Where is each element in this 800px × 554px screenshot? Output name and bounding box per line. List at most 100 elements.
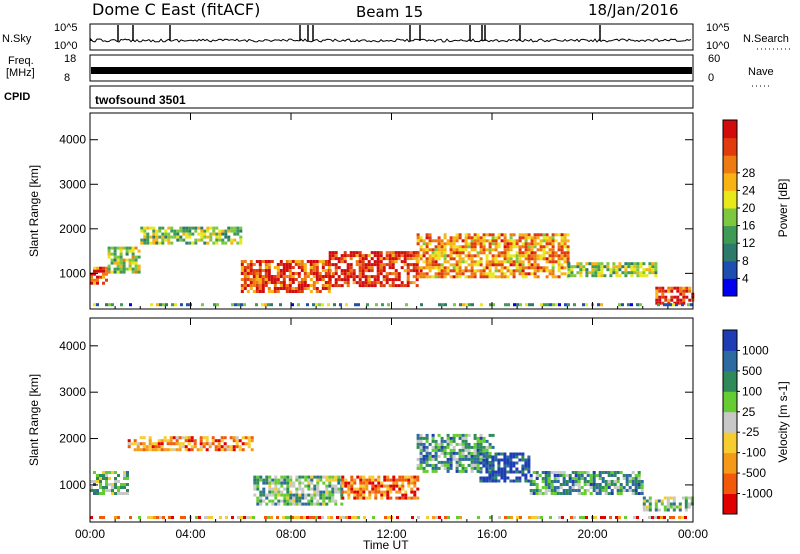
echo-cell [449, 436, 453, 440]
echo-cell [488, 272, 492, 276]
echo-cell [277, 499, 281, 503]
echo-cell [676, 289, 680, 293]
echo-cell [243, 275, 247, 278]
echo-cell [406, 266, 410, 270]
echo-cell [639, 265, 643, 269]
echo-cell [440, 266, 444, 270]
echo-cell [497, 269, 501, 273]
echo-cell [630, 262, 634, 266]
echo-cell [249, 269, 253, 272]
echo-cell [340, 493, 344, 497]
near-range-cell [300, 516, 303, 519]
echo-cell [391, 278, 395, 282]
echo-cell [437, 442, 441, 446]
echo-cell [639, 262, 643, 266]
echo-cell [120, 492, 123, 495]
echo-cell [536, 242, 540, 246]
echo-cell [416, 239, 420, 243]
echo-cell [137, 270, 141, 274]
echo-cell [637, 486, 641, 489]
echo-cell [288, 281, 292, 284]
near-range-cell [465, 303, 468, 307]
echo-cell [670, 298, 674, 302]
echo-cell [688, 298, 692, 302]
near-range-cell [195, 516, 198, 519]
echo-cell [458, 233, 462, 237]
echo-cell [355, 275, 359, 279]
echo-cell [497, 464, 501, 468]
echo-cell [515, 254, 519, 258]
echo-cell [175, 436, 179, 440]
echo-cell [155, 229, 159, 233]
echo-cell [359, 496, 363, 500]
echo-cell [178, 442, 182, 446]
echo-cell [346, 254, 350, 258]
echo-cell [276, 275, 280, 278]
echo-cell [227, 226, 231, 230]
echo-cell [449, 251, 453, 255]
echo-cell [289, 493, 293, 497]
echo-cell [595, 492, 599, 495]
echo-cell [227, 238, 231, 242]
echo-cell [431, 275, 435, 279]
echo-cell [464, 469, 468, 473]
echo-cell [533, 260, 537, 264]
echo-cell [205, 439, 209, 443]
echo-cell [184, 445, 188, 449]
echo-cell [482, 236, 486, 240]
echo-cell [401, 481, 405, 485]
echo-cell [108, 483, 111, 486]
echo-cell [592, 477, 596, 480]
near-range-cell [138, 516, 141, 519]
echo-cell [542, 251, 546, 255]
echo-cell [524, 266, 528, 270]
echo-cell [194, 229, 198, 233]
echo-cell [367, 281, 371, 285]
echo-cell [340, 502, 344, 506]
echo-cell [473, 466, 477, 470]
echo-cell [422, 260, 426, 264]
echo-cell [379, 272, 383, 276]
echo-cell [328, 251, 332, 255]
echo-cell [530, 242, 534, 246]
echo-cell [464, 266, 468, 270]
echo-cell [582, 268, 586, 272]
echo-cell [506, 245, 510, 249]
echo-cell [328, 257, 332, 261]
echo-cell [588, 271, 592, 275]
near-range-cell [489, 516, 492, 519]
echo-cell [119, 246, 123, 250]
echo-cell [637, 477, 641, 480]
echo-cell [374, 490, 378, 494]
echo-cell [535, 471, 539, 474]
echo-cell [640, 483, 644, 486]
echo-cell [400, 251, 404, 255]
echo-cell [394, 272, 398, 276]
echo-cell [437, 454, 441, 458]
echo-cell [286, 490, 290, 494]
echo-cell [289, 496, 293, 500]
echo-cell [631, 471, 635, 474]
echo-cell [586, 471, 590, 474]
echo-cell [563, 266, 567, 270]
echo-cell [303, 284, 307, 287]
echo-cell [458, 442, 462, 446]
echo-cell [560, 239, 564, 243]
echo-cell [640, 492, 644, 495]
echo-cell [160, 439, 164, 443]
echo-cell [301, 475, 305, 479]
echo-cell [376, 278, 380, 282]
near-range-cell [654, 516, 657, 519]
echo-cell [303, 275, 307, 278]
echo-cell [518, 254, 522, 258]
near-range-cell [240, 516, 243, 519]
echo-cell [577, 483, 581, 486]
near-range-cell [531, 303, 534, 307]
echo-cell [619, 483, 623, 486]
echo-cell [458, 448, 462, 452]
echo-cell [315, 281, 319, 284]
echo-cell [365, 478, 369, 482]
echo-cell [625, 489, 629, 492]
echo-cell [476, 251, 480, 255]
